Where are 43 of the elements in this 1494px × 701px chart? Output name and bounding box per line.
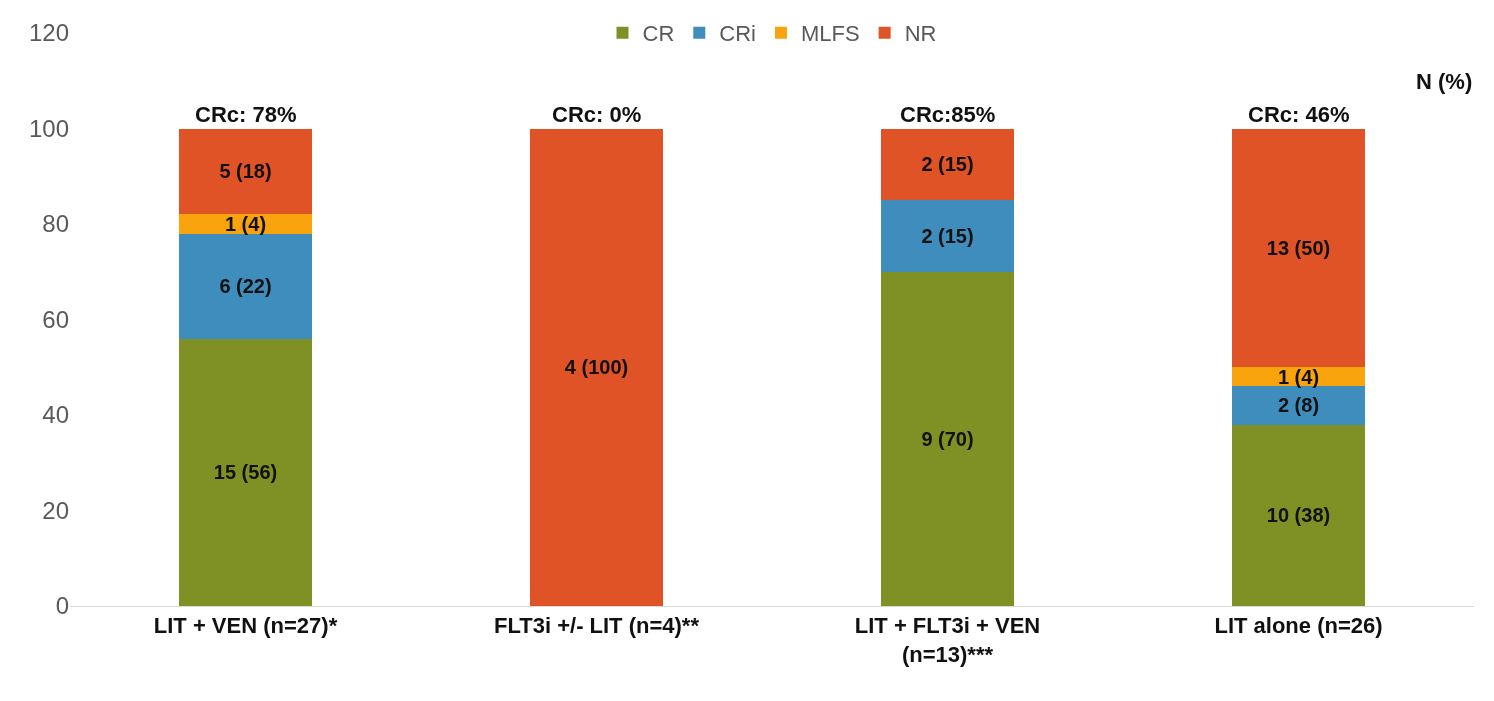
data-label: 10 (38)	[1266, 504, 1331, 527]
legend-label: CRi	[719, 21, 756, 47]
data-label: 4 (100)	[564, 356, 629, 379]
annotation: CRc: 46%	[1248, 102, 1350, 127]
data-label: 15 (56)	[213, 461, 278, 484]
data-label: 2 (15)	[921, 153, 974, 176]
data-label: 13 (50)	[1266, 236, 1331, 259]
y-tick-label: 80	[42, 210, 69, 238]
data-label: 1 (4)	[1277, 365, 1320, 388]
data-label: 2 (15)	[921, 224, 974, 247]
x-tick-label: LIT + VEN (n=27)*	[153, 613, 338, 639]
annotation: CRc: 0%	[552, 102, 642, 127]
annotation: N (%)	[1416, 69, 1473, 94]
annotation: CRc:85%	[900, 102, 996, 127]
legend-label: CR	[642, 21, 675, 47]
bar	[178, 233, 313, 339]
x-tick-label: LIT alone (n=26)	[1214, 613, 1383, 639]
bar	[529, 128, 664, 606]
bar	[1231, 424, 1366, 606]
bar	[178, 214, 313, 234]
data-label: 5 (18)	[219, 160, 272, 183]
data-label: 2 (8)	[1277, 394, 1320, 417]
annotation: CRc: 78%	[195, 102, 297, 127]
data-label: 9 (70)	[921, 427, 974, 450]
bar	[178, 128, 313, 215]
y-tick-label: 0	[55, 592, 69, 620]
bar	[1231, 128, 1366, 368]
legend-label: MLFS	[800, 21, 860, 47]
y-tick-label: 100	[28, 114, 69, 142]
y-tick-label: 40	[42, 401, 69, 429]
x-tick-label: FLT3i +/- LIT (n=4)**	[494, 613, 700, 639]
y-tick-label: 60	[42, 305, 69, 333]
bar	[880, 128, 1015, 201]
bar	[1231, 386, 1366, 425]
data-label: 1 (4)	[224, 213, 267, 235]
bar	[178, 338, 313, 606]
legend-label: NR	[904, 21, 937, 47]
y-tick-label: 20	[42, 496, 69, 524]
bar	[880, 200, 1015, 272]
bar	[880, 271, 1015, 606]
data-label: 6 (22)	[219, 275, 272, 298]
x-tick-label: LIT + FLT3i + VEN (n=13)***	[854, 613, 1041, 667]
y-tick-label: 120	[28, 19, 69, 47]
